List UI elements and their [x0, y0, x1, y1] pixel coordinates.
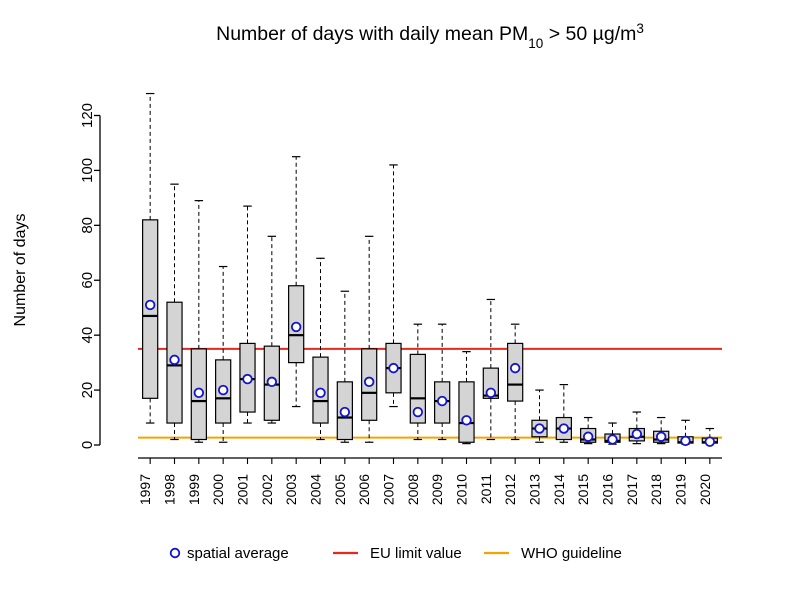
- svg-text:2014: 2014: [551, 474, 567, 505]
- svg-text:2013: 2013: [527, 474, 543, 505]
- svg-text:1998: 1998: [162, 474, 178, 505]
- svg-text:WHO guideline: WHO guideline: [521, 545, 622, 562]
- svg-text:2015: 2015: [575, 474, 591, 505]
- svg-text:2016: 2016: [600, 474, 616, 505]
- svg-text:2010: 2010: [454, 474, 470, 505]
- svg-text:2008: 2008: [405, 474, 421, 505]
- svg-text:2003: 2003: [283, 474, 299, 505]
- svg-text:spatial average: spatial average: [187, 545, 289, 562]
- svg-text:2006: 2006: [356, 474, 372, 505]
- svg-text:80: 80: [79, 217, 96, 234]
- svg-text:2020: 2020: [697, 474, 713, 505]
- svg-text:120: 120: [79, 103, 96, 128]
- svg-text:2004: 2004: [308, 474, 324, 505]
- svg-text:1999: 1999: [186, 474, 202, 505]
- svg-text:2000: 2000: [210, 474, 226, 505]
- svg-text:2005: 2005: [332, 474, 348, 505]
- svg-text:1997: 1997: [137, 474, 153, 505]
- svg-text:2019: 2019: [673, 474, 689, 505]
- svg-text:2017: 2017: [624, 474, 640, 505]
- svg-text:Number of days with daily mean: Number of days with daily mean PM10 > 50…: [216, 21, 644, 51]
- svg-text:40: 40: [79, 327, 96, 344]
- svg-text:EU limit value: EU limit value: [370, 545, 462, 562]
- svg-text:2002: 2002: [259, 474, 275, 505]
- svg-text:2012: 2012: [502, 474, 518, 505]
- svg-text:2007: 2007: [381, 474, 397, 505]
- svg-text:2011: 2011: [478, 474, 494, 504]
- svg-text:2018: 2018: [648, 474, 664, 505]
- svg-text:20: 20: [79, 382, 96, 399]
- svg-text:60: 60: [79, 272, 96, 289]
- svg-text:0: 0: [79, 441, 96, 449]
- svg-text:Number of days: Number of days: [12, 214, 29, 327]
- svg-text:2001: 2001: [235, 474, 251, 505]
- svg-text:2009: 2009: [429, 474, 445, 505]
- svg-text:100: 100: [79, 158, 96, 183]
